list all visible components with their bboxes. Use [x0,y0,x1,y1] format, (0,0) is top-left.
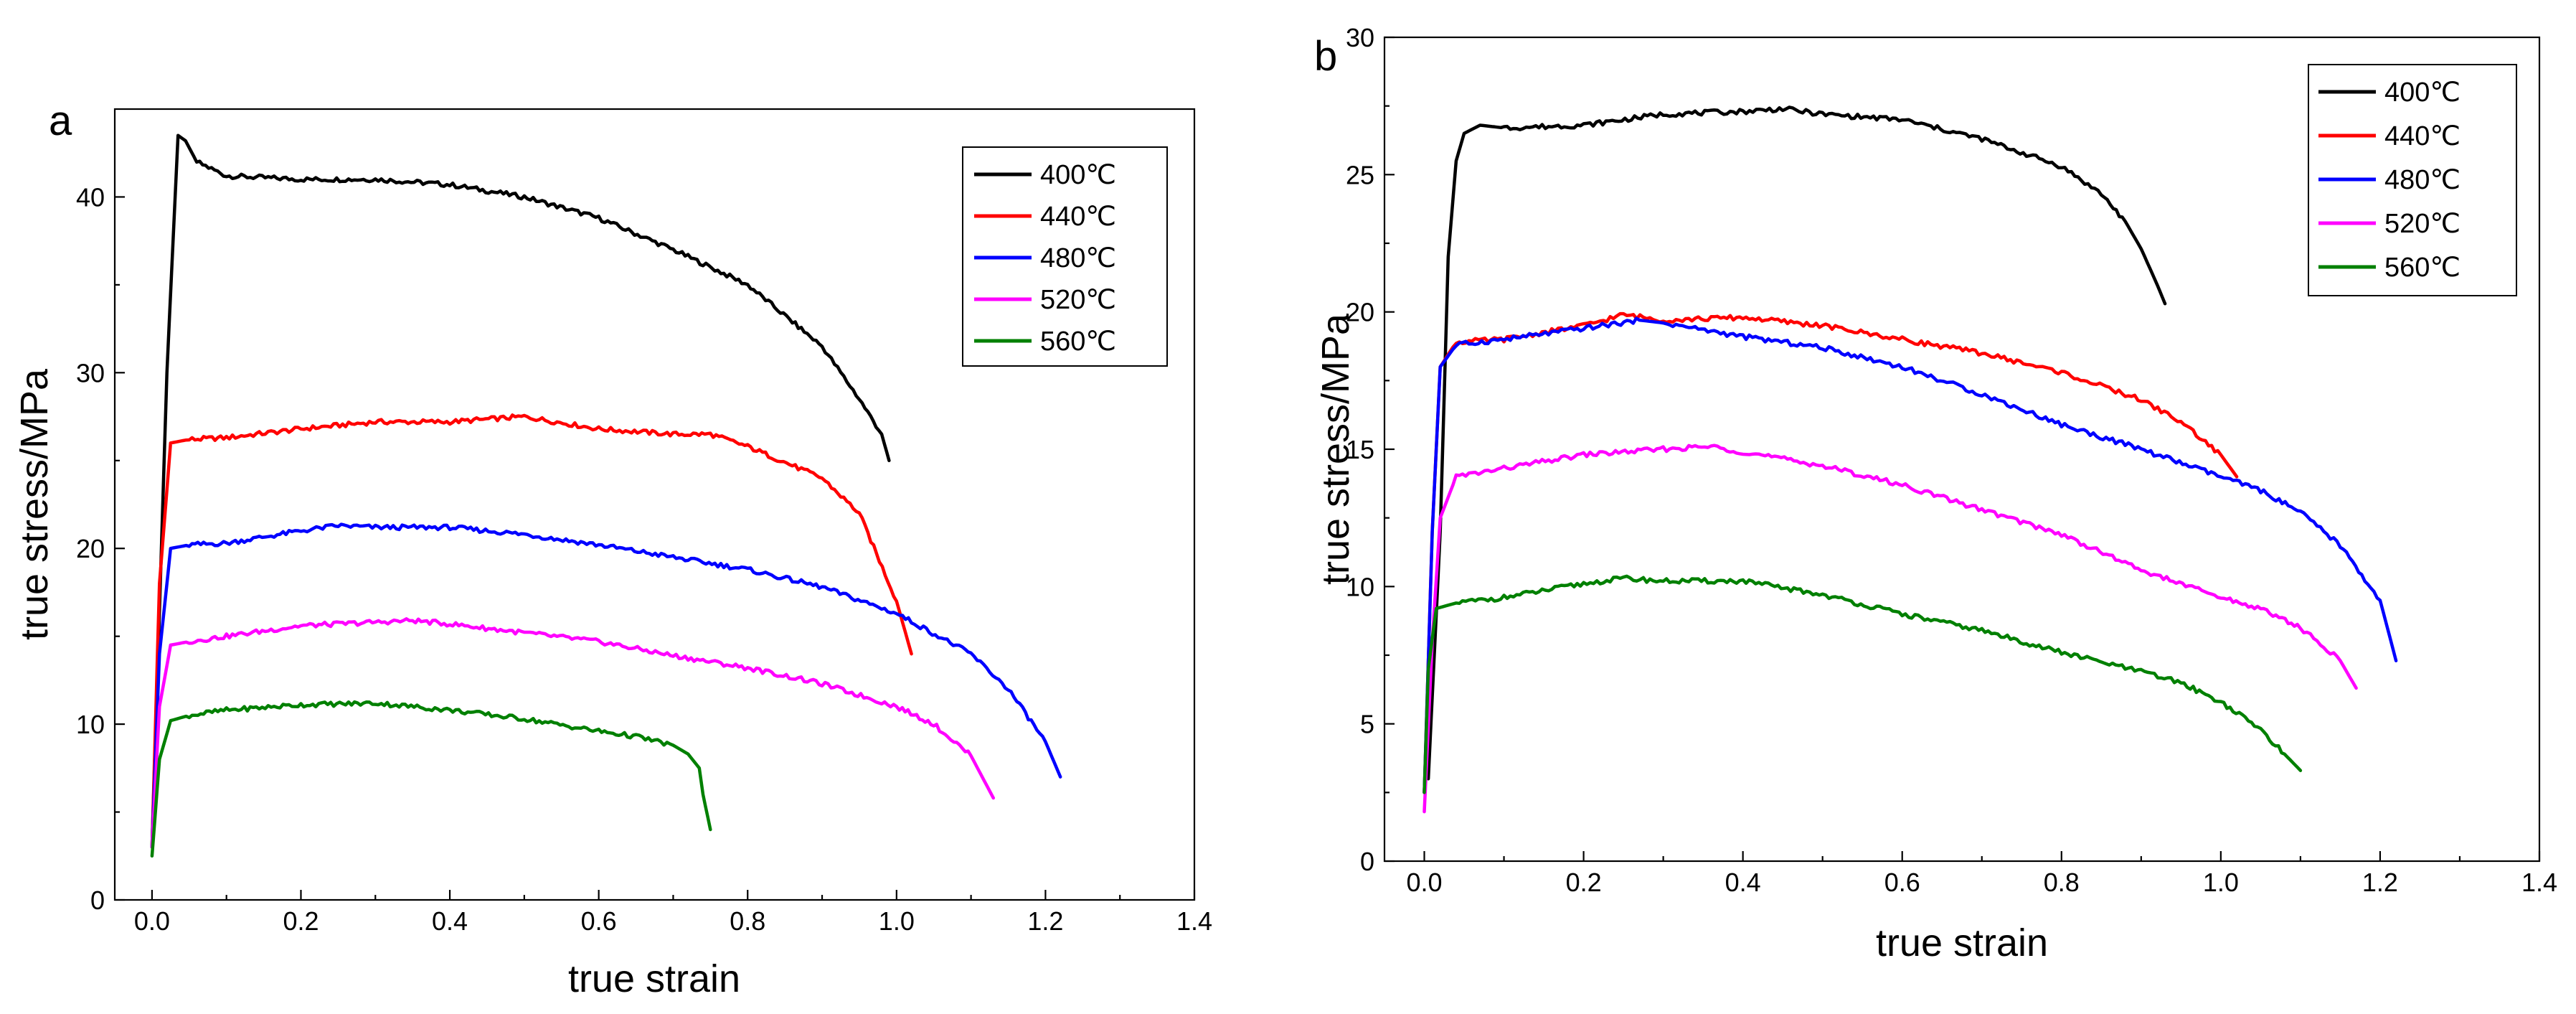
y-tick-label: 30 [76,358,105,388]
x-tick-label: 0.8 [730,906,765,936]
x-tick-label: 1.2 [1027,906,1063,936]
legend-label: 520℃ [2384,209,2461,239]
x-tick-label: 0.2 [1566,868,1602,897]
series-line-520c [1423,443,2358,814]
y-tick-label: 10 [76,710,105,739]
y-axis-title: true stress/MPa [1314,313,1357,585]
legend-label: 480℃ [1040,243,1116,273]
x-tick-label: 1.4 [1176,906,1212,936]
x-tick-label: 0.8 [2044,868,2080,897]
series-line-400c [1426,105,2167,781]
x-tick-label: 0.0 [1406,868,1442,897]
series-line-440c [1423,311,2239,794]
legend-label: 400℃ [2384,78,2461,108]
x-tick-label: 1.4 [2521,868,2557,897]
legend-label: 560℃ [1040,327,1116,357]
series-line-560c [1423,574,2303,794]
x-tick-label: 0.4 [432,906,468,936]
legend-label: 440℃ [2384,121,2461,151]
panel-letter-b: b [1314,33,1337,80]
y-tick-label: 30 [1346,23,1374,52]
legend-label: 520℃ [1040,285,1116,315]
series-line-480c [1423,316,2398,794]
y-axis-title: true stress/MPa [13,368,56,640]
legend-label: 560℃ [2384,253,2461,283]
y-tick-label: 40 [76,182,105,212]
series-line-480c [150,522,1062,849]
series-line-440c [150,413,913,849]
y-tick-label: 15 [1346,435,1374,464]
x-tick-label: 0.6 [1884,868,1920,897]
legend: 400℃ 440℃ 480℃ 520℃ 560℃ [962,146,1168,367]
x-axis-title: true strain [568,957,740,1000]
panel-letter-a: a [49,98,72,144]
legend-label: 400℃ [1040,160,1116,190]
x-tick-label: 1.0 [2203,868,2239,897]
x-tick-label: 0.4 [1725,868,1761,897]
x-axis-title: true strain [1876,921,2048,964]
x-tick-label: 0.0 [134,906,170,936]
y-tick-label: 25 [1346,160,1374,189]
chart-panel-a: a 0.0 0.2 0.4 0.6 0.8 1.0 1.2 1.4 0 10 20 30 40 true… [13,98,1212,1000]
x-tick-label: 0.6 [581,906,617,936]
x-tick-label: 1.2 [2362,868,2398,897]
x-tick-label: 0.2 [283,906,319,936]
series-line-520c [150,617,996,849]
legend: 400℃ 440℃ 480℃ 520℃ 560℃ [2308,64,2517,296]
plot-frame [113,108,1196,901]
y-tick-label: 0 [1360,847,1374,876]
x-tick-label: 1.0 [879,906,915,936]
legend-label: 480℃ [2384,165,2461,195]
y-tick-label: 10 [1346,572,1374,601]
y-tick-label: 5 [1360,710,1374,739]
legend-label: 440℃ [1040,202,1116,232]
chart-panel-b: b 0.0 0.2 0.4 0.6 0.8 1.0 1.2 1.4 0 5 10 15 20 25 30 t… [1314,23,2557,964]
y-tick-label: 0 [90,886,105,915]
series-line-400c [150,133,891,849]
y-tick-label: 20 [76,534,105,563]
y-tick-label: 20 [1346,298,1374,327]
series-line-560c [150,700,712,858]
